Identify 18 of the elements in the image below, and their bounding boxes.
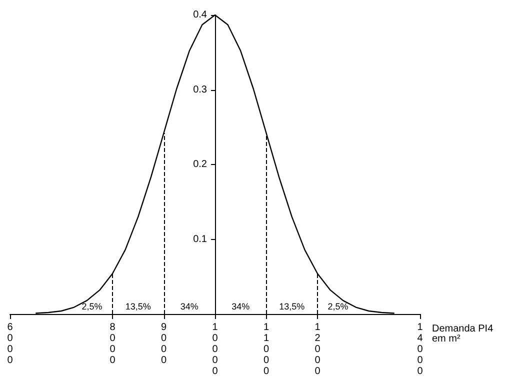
annotation: 34% [232,302,250,312]
x-tick-label: 1 2 0 0 0 [314,322,321,377]
x-tick-label: 1 1 0 0 0 [263,322,270,377]
annotation: 34% [180,302,198,312]
x-tick-label: 6 0 0 0 [7,322,14,366]
y-tick-label: 0.3 [193,84,208,96]
x-tick-label: 1 4 0 0 0 [417,322,424,377]
y-tick-label: 0.1 [193,234,208,245]
annotation: 2,5% [328,302,348,312]
x-tick-label: 1 0 0 0 0 [212,322,218,377]
x-axis-title: Demanda PI4 em m² [432,324,494,344]
annotation: 13,5% [125,302,151,312]
y-tick-label: 0.2 [193,159,208,170]
annotation: 2,5% [82,302,102,312]
x-tick-label: 9 0 0 0 [160,322,167,366]
x-tick-label: 8 0 0 0 [110,322,116,366]
y-tick-label: 0.4 [193,10,208,20]
annotation: 13,5% [279,302,305,312]
